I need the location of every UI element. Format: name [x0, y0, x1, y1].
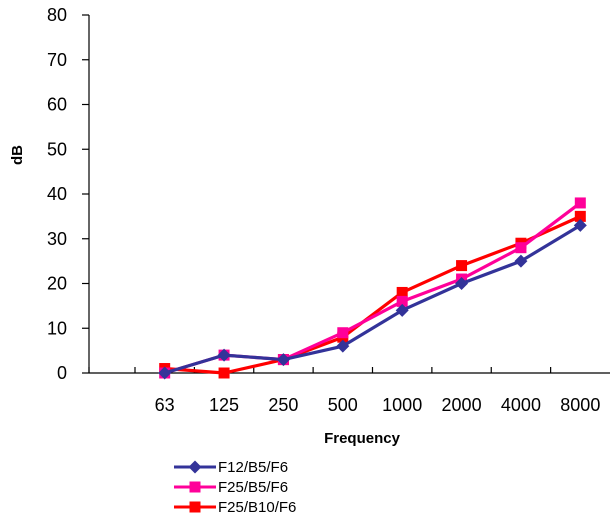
data-point [276, 353, 290, 367]
data-point [573, 218, 587, 232]
data-point [336, 339, 350, 353]
series-line [164, 214, 581, 375]
data-point [456, 260, 468, 272]
legend-item: F12/B5/F6 [174, 459, 288, 476]
x-tick-label: 2000 [442, 395, 482, 415]
y-tick-label: 10 [47, 318, 67, 338]
series-1 [158, 218, 587, 380]
series-line [164, 201, 582, 375]
legend-marker [188, 460, 202, 474]
data-point [514, 254, 528, 268]
y-tick-label: 50 [47, 139, 67, 159]
data-point [395, 303, 409, 317]
data-point [396, 295, 408, 307]
chart-axes [88, 15, 610, 374]
y-axis-ticks: 0 10 20 30 40 50 60 70 80 [47, 5, 89, 383]
y-tick-label: 0 [57, 363, 67, 383]
y-tick-label: 80 [47, 5, 67, 25]
data-point [574, 210, 586, 222]
y-tick-label: 60 [47, 95, 67, 115]
data-point [574, 197, 586, 209]
data-point [217, 348, 231, 362]
y-tick-label: 20 [47, 274, 67, 294]
series-layer [158, 197, 587, 380]
x-tick-label: 250 [268, 395, 298, 415]
x-tick-label: 1000 [382, 395, 422, 415]
series-line [164, 223, 582, 375]
x-tick-label: 125 [209, 395, 239, 415]
data-point [218, 367, 230, 379]
y-tick-label: 70 [47, 50, 67, 70]
legend-label: F25/B5/F6 [218, 479, 288, 496]
legend-marker [189, 501, 201, 513]
data-point [158, 366, 172, 380]
y-tick-label: 40 [47, 184, 67, 204]
y-axis-title: dB [9, 145, 26, 165]
x-tick-label: 500 [328, 395, 358, 415]
x-axis-title: Frequency [324, 430, 401, 447]
x-tick-label: 63 [155, 395, 175, 415]
x-axis-ticks: 63 125 250 500 1000 2000 4000 8000 [88, 367, 600, 415]
legend-item: F25/B10/F6 [174, 499, 296, 516]
legend-label: F25/B10/F6 [218, 499, 296, 516]
data-point [515, 242, 527, 254]
data-point [396, 286, 408, 298]
x-tick-label: 4000 [501, 395, 541, 415]
legend-item: F25/B5/F6 [174, 479, 288, 496]
legend-marker [189, 481, 201, 493]
y-tick-label: 30 [47, 229, 67, 249]
legend: F12/B5/F6 F25/B5/F6 F25/B10/F6 [174, 459, 296, 516]
x-tick-label: 8000 [560, 395, 600, 415]
data-point [337, 327, 349, 339]
data-point [455, 277, 469, 290]
legend-label: F12/B5/F6 [218, 459, 288, 476]
